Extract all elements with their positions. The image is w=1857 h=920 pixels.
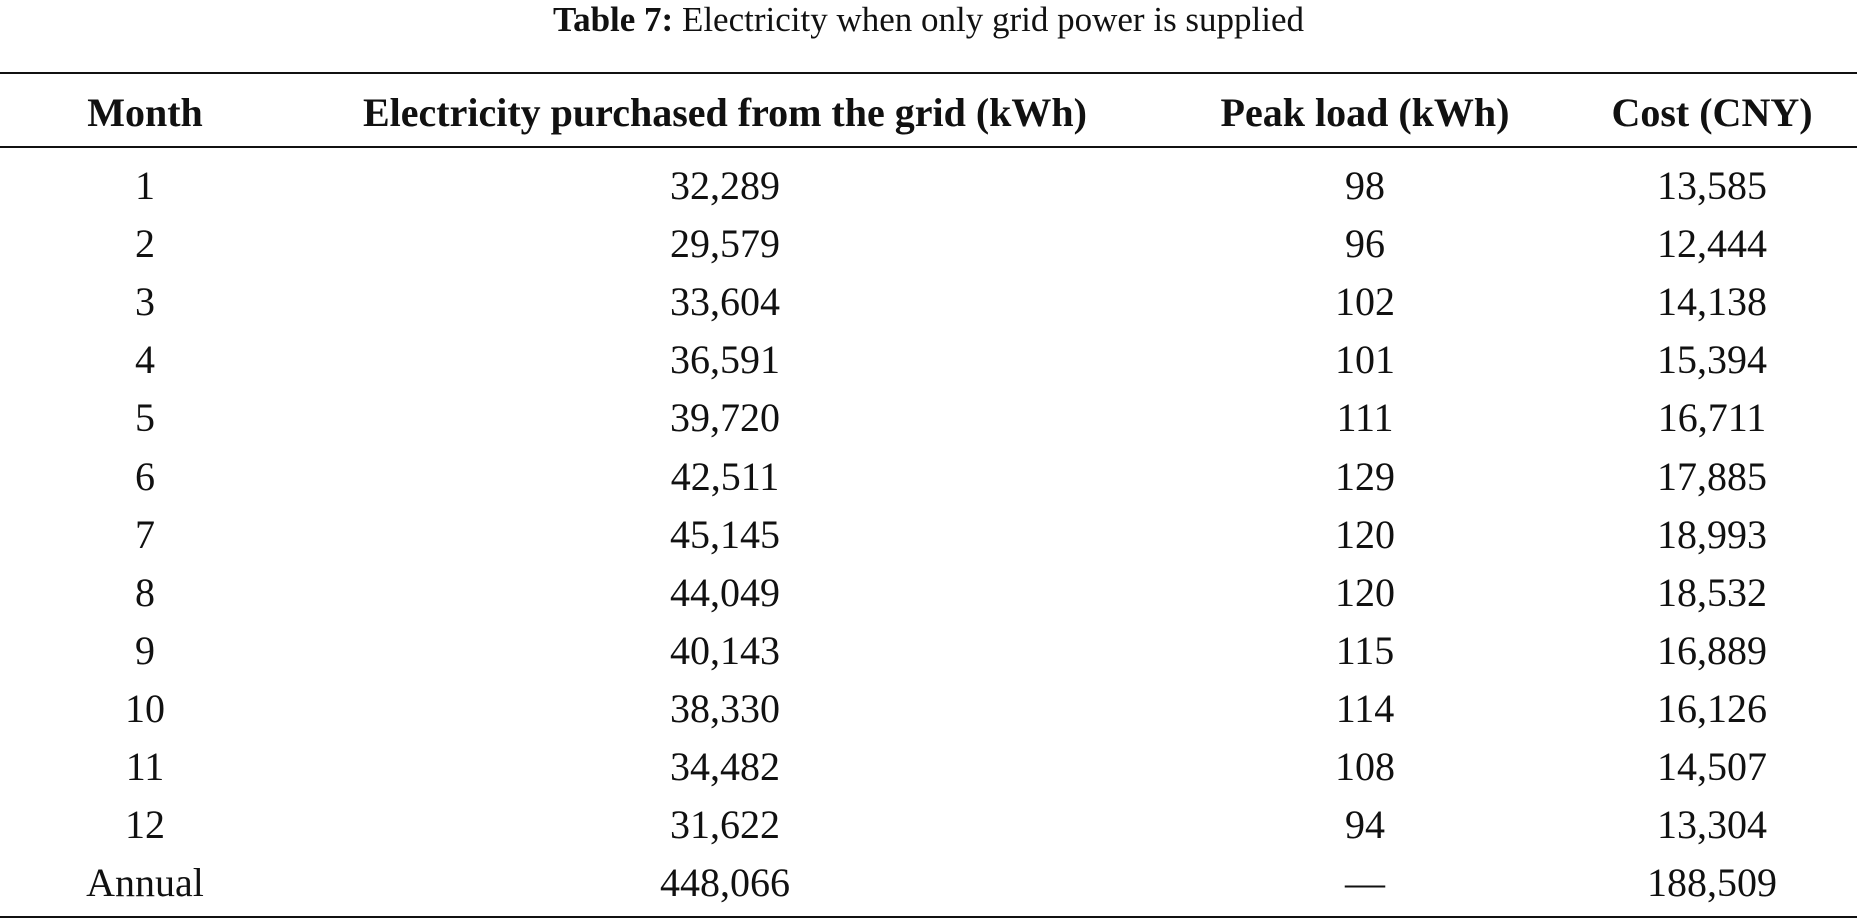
table-cell: 98	[1345, 163, 1385, 208]
table-cell: 44,049	[670, 569, 780, 615]
table-cell: 12	[125, 802, 165, 848]
table-cell: 120	[1335, 511, 1395, 557]
table-cell: 3	[135, 279, 155, 325]
table-cell: 16,889	[1657, 627, 1767, 673]
table-cell: 188,509	[1647, 860, 1777, 906]
table-cell: 12,444	[1657, 221, 1767, 267]
table-cell: 14,138	[1657, 279, 1767, 325]
table-cell: —	[1345, 860, 1385, 906]
table-cell: 96	[1345, 221, 1385, 267]
table-cell: 34,482	[670, 744, 780, 789]
table-cell: 31,622	[670, 802, 780, 848]
table-cell: 15,394	[1657, 337, 1767, 383]
table-cell: 8	[135, 569, 155, 615]
table-cell: 10	[125, 685, 165, 731]
table-cell: 17,885	[1657, 453, 1767, 499]
table-cell: 448,066	[660, 860, 790, 906]
bottom-rule	[0, 916, 1857, 918]
table-cell: 4	[135, 337, 155, 383]
table-cell: 9	[135, 627, 155, 673]
column-header: Peak load (kWh)	[1220, 90, 1510, 135]
table-cell: 29,579	[670, 221, 780, 267]
table-cell: 13,585	[1657, 163, 1767, 208]
table-cell: 7	[135, 511, 155, 557]
table-cell: 5	[135, 395, 155, 441]
table-cell: 108	[1335, 744, 1395, 789]
table-cell: 102	[1335, 279, 1395, 325]
table-cell: 38,330	[670, 685, 780, 731]
table-cell: 16,711	[1657, 395, 1767, 441]
table-cell: 45,145	[670, 511, 780, 557]
table-cell: 16,126	[1657, 685, 1767, 731]
column-header: Month	[87, 90, 203, 135]
table-cell: 120	[1335, 569, 1395, 615]
table-cell: 6	[135, 453, 155, 499]
table-cell: 33,604	[670, 279, 780, 325]
table-cell: 42,511	[670, 453, 780, 499]
column-header: Electricity purchased from the grid (kWh…	[362, 90, 1088, 135]
caption-text: Electricity when only grid power is supp…	[681, 0, 1305, 39]
table-cell: 18,993	[1657, 511, 1767, 557]
table-cell: 14,507	[1657, 744, 1767, 789]
table-cell: 18,532	[1657, 569, 1767, 615]
table-cell: 94	[1345, 802, 1385, 848]
column-header: Cost (CNY)	[1611, 90, 1813, 135]
table-cell: 13,304	[1657, 802, 1767, 848]
table-cell: 39,720	[670, 395, 780, 441]
table-cell: 101	[1335, 337, 1395, 383]
table-cell: 36,591	[670, 337, 780, 383]
header-rule	[0, 146, 1857, 148]
table-cell: 129	[1335, 453, 1395, 499]
table-caption: Table 7: Electricity when only grid powe…	[0, 0, 1857, 40]
top-rule	[0, 72, 1857, 74]
table-cell: 111	[1336, 395, 1394, 441]
table-cell: 32,289	[670, 163, 780, 208]
table-cell: 1	[135, 163, 155, 208]
table-cell: Annual	[86, 860, 204, 906]
table-cell: 40,143	[670, 627, 780, 673]
table-cell: 114	[1335, 685, 1395, 731]
table-cell: 2	[135, 221, 155, 267]
table-cell: 115	[1335, 627, 1395, 673]
table-cell: 11	[125, 744, 165, 789]
caption-label: Table 7:	[552, 0, 674, 39]
